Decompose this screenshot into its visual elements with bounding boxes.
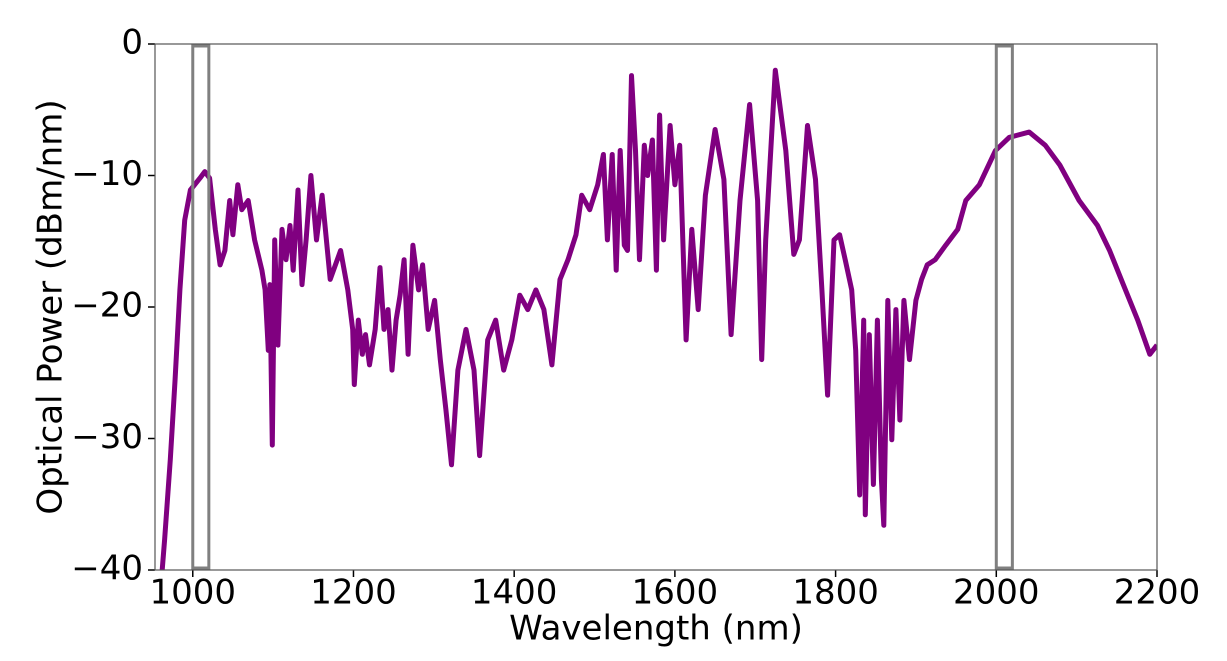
y-tick-label: −30 bbox=[71, 417, 143, 457]
y-axis-label: Optical Power (dBm/nm) bbox=[31, 99, 71, 514]
y-tick-label: 0 bbox=[121, 23, 143, 63]
x-tick-label: 1200 bbox=[310, 573, 397, 613]
x-tick-label: 2000 bbox=[953, 573, 1040, 613]
plot-frame bbox=[154, 43, 1158, 571]
y-tick-label: −20 bbox=[71, 286, 143, 326]
x-tick-label: 1800 bbox=[792, 573, 879, 613]
x-axis-label: Wavelength (nm) bbox=[509, 609, 803, 649]
y-tick-label: −40 bbox=[71, 549, 143, 589]
data-line bbox=[159, 67, 1157, 570]
x-tick-label: 1400 bbox=[471, 573, 558, 613]
x-tick-label: 1000 bbox=[150, 573, 237, 613]
x-tick-label: 1600 bbox=[632, 573, 719, 613]
y-tick-label: −10 bbox=[71, 154, 143, 194]
highlight-span bbox=[994, 44, 1014, 570]
x-tick-label: 2200 bbox=[1114, 573, 1201, 613]
highlight-span bbox=[191, 44, 211, 570]
